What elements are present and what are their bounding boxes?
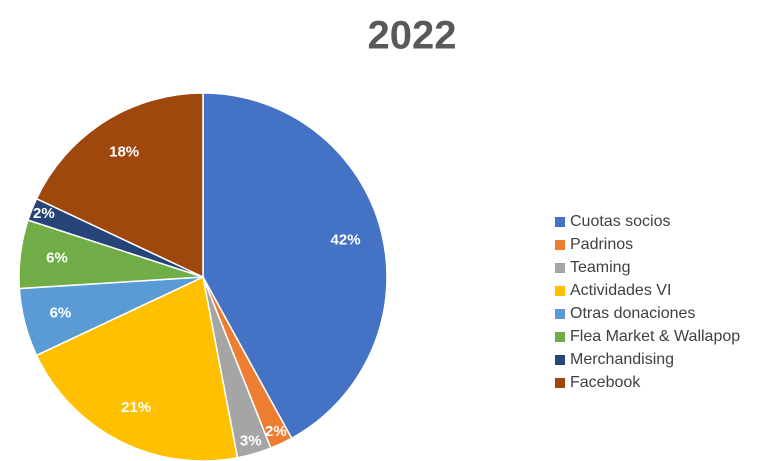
- legend-label: Padrinos: [570, 236, 633, 253]
- data-label: 18%: [109, 144, 139, 161]
- legend-label: Otras donaciones: [570, 305, 695, 322]
- legend-label: Cuotas socios: [570, 213, 671, 230]
- data-label: 3%: [240, 432, 262, 449]
- legend-label: Actividades VI: [570, 282, 671, 299]
- legend-swatch: [555, 355, 565, 365]
- legend-swatch: [555, 332, 565, 342]
- data-label: 42%: [331, 231, 361, 248]
- data-label: 6%: [50, 305, 72, 322]
- legend-swatch: [555, 263, 565, 273]
- legend-label: Flea Market & Wallapop: [570, 328, 740, 345]
- pie-slice: [202, 92, 388, 440]
- legend-label: Teaming: [570, 259, 630, 276]
- legend-swatch: [555, 378, 565, 388]
- legend-swatch: [555, 217, 565, 227]
- chart-title: 2022: [368, 14, 457, 58]
- data-label: 2%: [265, 423, 287, 440]
- legend-swatch: [555, 309, 565, 319]
- data-label: 6%: [46, 250, 68, 267]
- pie-slice: [35, 92, 204, 279]
- data-label: 2%: [33, 205, 55, 222]
- legend-swatch: [555, 240, 565, 250]
- legend-swatch: [555, 286, 565, 296]
- legend-label: Facebook: [570, 374, 641, 391]
- legend-label: Merchandising: [570, 351, 674, 368]
- data-label: 21%: [121, 399, 151, 416]
